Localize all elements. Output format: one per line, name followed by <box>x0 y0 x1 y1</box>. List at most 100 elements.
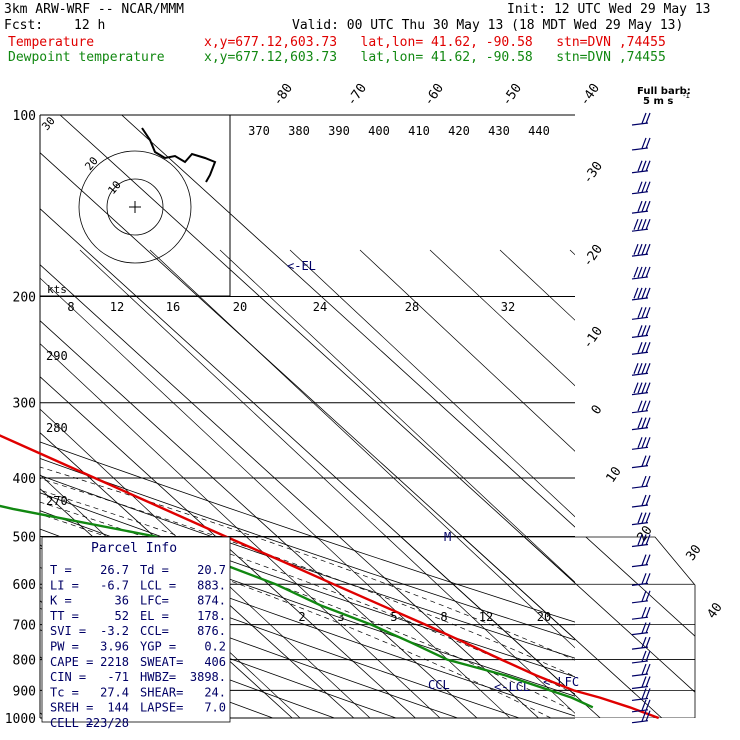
theta-e-label: 410 <box>408 124 430 138</box>
temperature-info: x,y=677.12,603.73 lat,lon= 41.62, -90.58… <box>204 35 666 50</box>
barb-flag <box>645 437 651 449</box>
barb-flag <box>633 287 639 299</box>
barb-flag <box>641 710 647 722</box>
hodograph-ring-label: 20 <box>82 154 100 173</box>
parcel-info-value: 3898. <box>190 670 226 684</box>
barb-flag <box>641 137 647 149</box>
barb-staff <box>631 522 649 526</box>
parcel-info-value: -3.2 <box>100 624 129 638</box>
isotherm-label: -10 <box>580 324 606 352</box>
isotherm-label: 20 <box>634 523 655 544</box>
barb-flag <box>641 382 647 394</box>
parcel-info-key: PW = <box>50 640 79 654</box>
hodograph-ring <box>106 178 164 236</box>
barb-flag <box>645 342 651 353</box>
dry-adiabat <box>40 458 575 641</box>
pressure-label: 900 <box>13 684 36 699</box>
wind-barb <box>631 475 651 489</box>
barb-staff <box>631 446 649 450</box>
wind-barb <box>631 622 651 636</box>
barb-staff <box>631 253 649 257</box>
barb-flag <box>645 650 651 662</box>
barb-staff <box>631 582 649 586</box>
barb-flag <box>641 455 647 467</box>
parcel-info-key: CIN = <box>50 670 86 684</box>
barb-flag <box>637 363 643 374</box>
hodograph-units: kts <box>47 283 67 296</box>
parcel-info-value: 0.2 <box>204 640 226 654</box>
mixing-ratio-label-low: 5 <box>390 610 397 624</box>
pressure-label: 800 <box>13 654 36 669</box>
valid-time: Valid: 00 UTC Thu 30 May 13 (18 MDT Wed … <box>292 18 684 33</box>
parcel-info-value: 178. <box>197 609 226 623</box>
barb-flag <box>641 534 647 546</box>
barb-flag <box>641 636 647 648</box>
barb-flag <box>645 200 651 212</box>
wind-barb <box>631 699 651 713</box>
parcel-info-key: TT = <box>50 609 79 623</box>
barb-flag <box>641 417 647 429</box>
barb-flag <box>637 512 643 524</box>
theta-e-label: 390 <box>328 124 350 138</box>
parcel-info-value: 2218 <box>100 655 129 669</box>
wind-barb <box>631 363 651 376</box>
parcel-info-key: K = <box>50 594 72 608</box>
wind-barb <box>631 534 651 548</box>
barb-legend-value: 5 m s <box>643 96 673 107</box>
barb-flag <box>641 400 647 412</box>
wind-barb <box>631 160 651 174</box>
isotherm-line <box>40 376 416 718</box>
wind-barb <box>631 181 651 195</box>
dewpoint-profile <box>0 504 594 709</box>
barb-flag <box>645 699 651 711</box>
forecast-label: Fcst: <box>4 18 44 33</box>
parcel-info-value: -6.7 <box>100 578 129 592</box>
wind-barbs: Full barb:5 m s -1 <box>631 86 691 724</box>
wind-barb <box>631 266 651 280</box>
isotherm-label: -20 <box>580 242 606 270</box>
el-annotation: <-EL <box>287 259 316 273</box>
barb-staff <box>631 191 649 195</box>
wind-barb <box>631 342 651 355</box>
barb-legend-title: Full barb: <box>637 86 691 97</box>
barb-flag <box>641 181 647 193</box>
dry-adiabat-label: 280 <box>46 421 68 435</box>
lcl-annotation: <-LCL <box>494 680 530 694</box>
barb-staff <box>631 392 649 396</box>
barb-flag <box>641 363 647 374</box>
pressure-label: 200 <box>13 291 36 306</box>
barb-flag <box>645 181 651 193</box>
parcel-info-title: Parcel Info <box>91 541 177 556</box>
barb-staff <box>631 297 649 301</box>
hodograph-trace <box>141 127 217 183</box>
parcel-info-key: SVI = <box>50 624 86 638</box>
mixing-ratio-label: 32 <box>501 300 515 314</box>
mixing-ratio-label-low: 12 <box>479 610 493 624</box>
parcel-info-key: CCL= <box>140 624 169 638</box>
isotherm-line <box>121 115 575 528</box>
barb-flag <box>641 512 647 524</box>
mixing-ratio-label-low: 8 <box>440 610 447 624</box>
guide-line <box>40 343 441 718</box>
parcel-info-key: SHEAR= <box>140 685 183 699</box>
mixing-ratio-label: 20 <box>233 300 247 314</box>
guide-line <box>149 249 575 649</box>
barb-flag <box>637 342 643 353</box>
barb-flag <box>641 243 647 255</box>
barb-flag <box>637 160 643 172</box>
barb-staff <box>631 504 649 508</box>
moist-adiabat <box>40 478 575 677</box>
barb-flag <box>645 266 651 278</box>
temperature-legend: Temperature <box>8 35 95 50</box>
parcel-info-value: 7.0 <box>204 701 226 715</box>
barb-flag <box>641 218 647 230</box>
pressure-label: 300 <box>13 397 36 412</box>
mixing-ratio-label-low: 20 <box>537 610 551 624</box>
m-annotation: M <box>444 530 451 544</box>
wind-barb <box>631 400 651 414</box>
barb-flag <box>645 590 651 602</box>
barb-flag <box>637 218 643 230</box>
wind-barb <box>631 710 651 724</box>
guide-line <box>40 408 371 718</box>
